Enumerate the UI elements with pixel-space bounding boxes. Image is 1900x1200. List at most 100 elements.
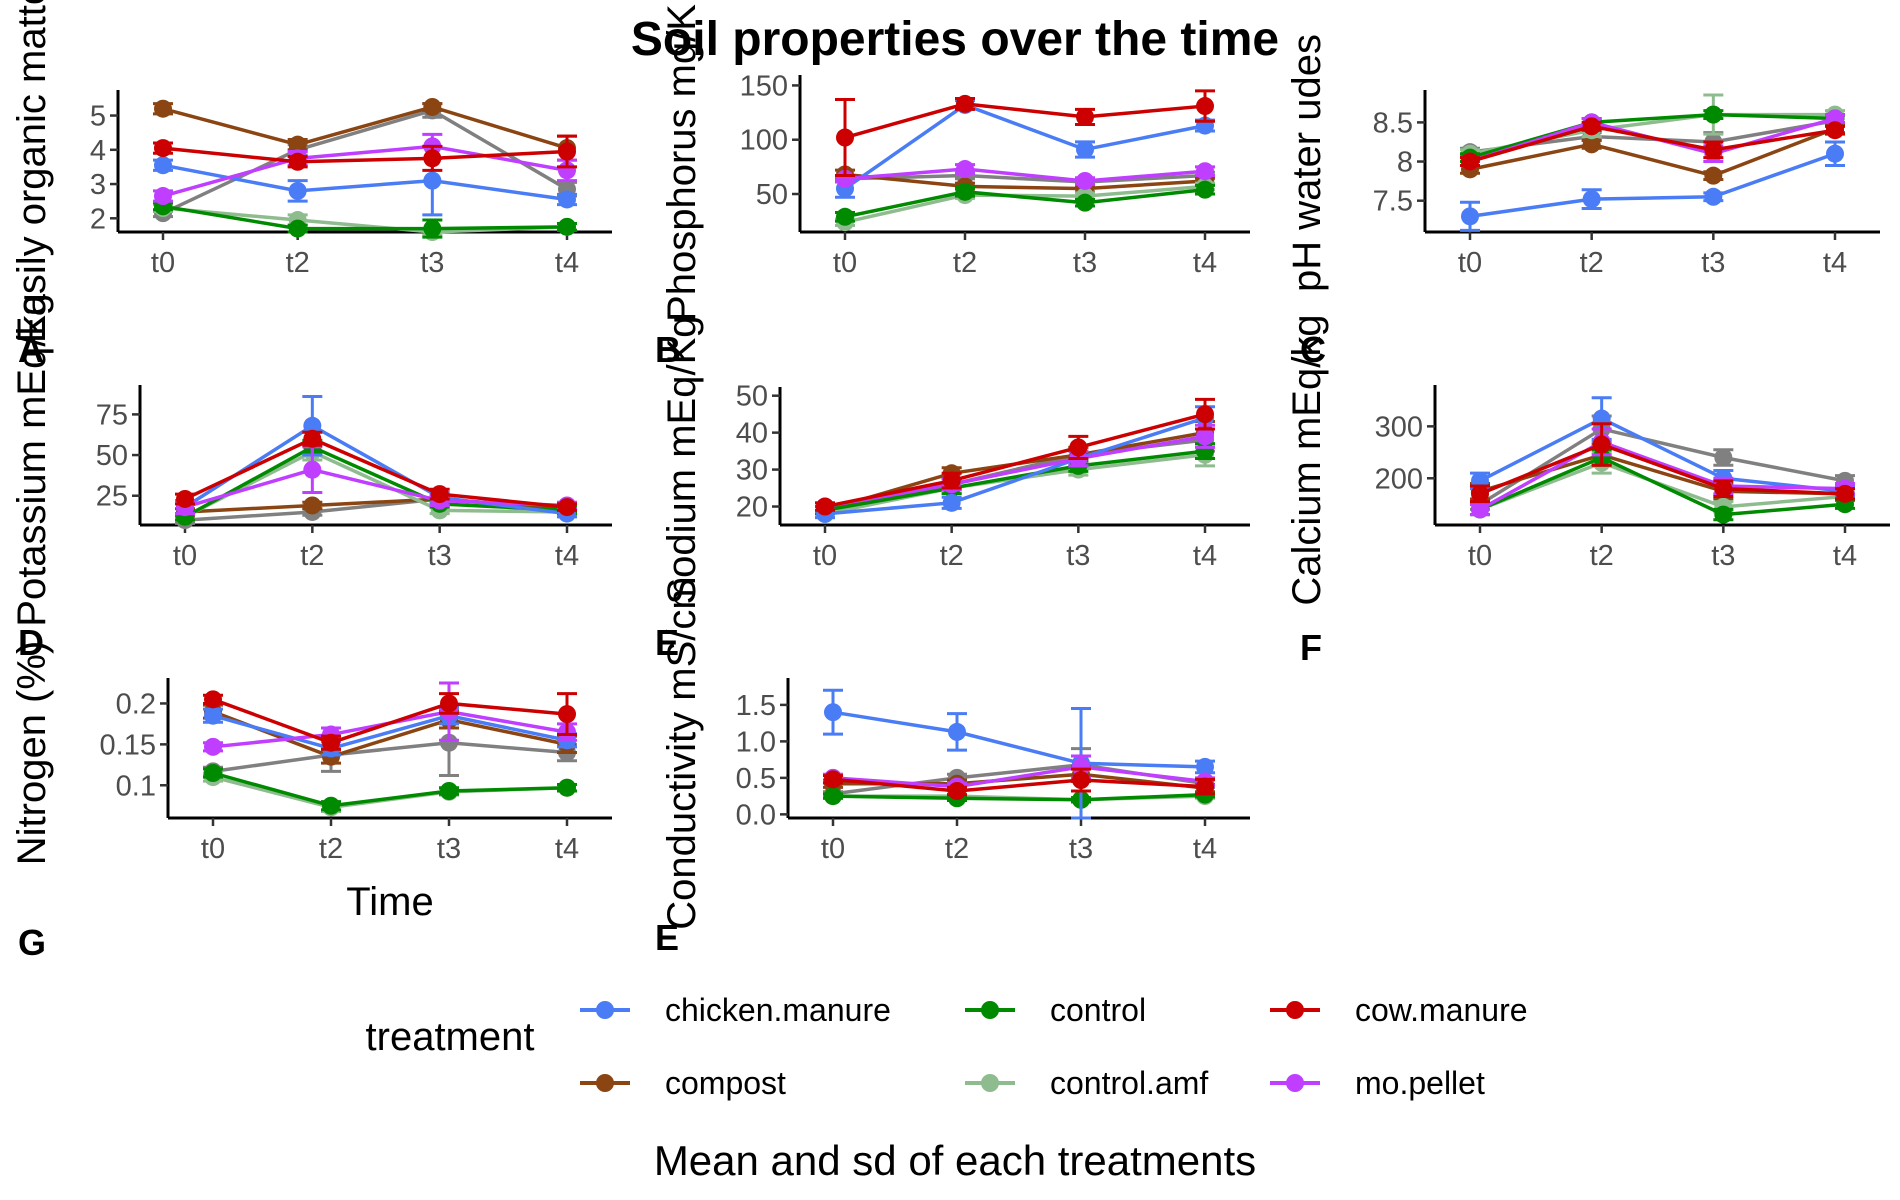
data-point (440, 733, 458, 752)
y-axis-title: Nitrogen (%) (10, 641, 54, 866)
y-tick-label: 0.0 (736, 799, 776, 831)
series-line (184, 436, 568, 509)
y-tick-label: 7.5 (1373, 186, 1413, 218)
panel-letter: D (18, 622, 44, 663)
series-control.amf (153, 199, 577, 241)
data-point (558, 142, 576, 161)
data-point (423, 149, 442, 168)
series-cow.manure (823, 767, 1215, 800)
y-tick-label: 8 (1397, 147, 1413, 179)
series-mo.pellet (823, 754, 1215, 796)
x-tick-label: t4 (1833, 540, 1857, 572)
legend-swatch-point (981, 1074, 999, 1092)
x-tick-label: t0 (201, 833, 225, 865)
series-line (1479, 442, 1846, 496)
legend-label: chicken.manure (665, 992, 891, 1028)
x-tick-label: t2 (1590, 540, 1614, 572)
series-line (162, 144, 568, 198)
data-point (836, 128, 854, 147)
series-cow.manure (175, 429, 577, 517)
data-point (956, 160, 974, 179)
y-tick-label: 50 (756, 179, 788, 211)
legend-swatch-point (1286, 1001, 1304, 1019)
x-tick-label: t4 (555, 833, 579, 865)
x-tick-label: t0 (151, 247, 175, 279)
x-tick-label: t3 (1073, 247, 1097, 279)
y-axis-title: Potassium mEq/kg (10, 293, 54, 626)
series-line (843, 103, 1206, 191)
data-point (1196, 427, 1214, 446)
y-tick-label: 0.15 (100, 729, 156, 761)
legend-label: control (1050, 992, 1146, 1028)
data-point (816, 497, 834, 516)
data-point (288, 219, 307, 238)
data-point (1076, 107, 1094, 126)
x-tick-label: t3 (1066, 540, 1090, 572)
data-point (423, 219, 442, 238)
panel-letter: A (18, 329, 44, 370)
y-tick-label: 5 (90, 101, 106, 133)
data-point (1076, 171, 1094, 190)
series-line (824, 434, 1206, 509)
series-line (844, 172, 1206, 191)
data-point (956, 94, 974, 113)
data-point (1704, 140, 1723, 159)
data-point (558, 778, 576, 797)
y-tick-label: 1.0 (736, 726, 776, 758)
data-point (1069, 438, 1088, 457)
panel-g: 0.1 0.15 0.2 t0 t2 t3 t4 Nitrogen (%) G (10, 641, 612, 963)
legend-swatch-point (596, 1074, 614, 1092)
x-tick-label: t0 (833, 247, 857, 279)
x-tick-label: t3 (428, 540, 452, 572)
series-line (844, 173, 1206, 184)
y-tick-label: 75 (96, 399, 128, 431)
data-point (1714, 505, 1733, 524)
y-axis-title: Conductivity mS/cm (660, 576, 704, 929)
x-tick-label: t2 (1580, 247, 1604, 279)
panel-letter: E (655, 917, 679, 958)
series-line (832, 710, 1206, 769)
data-point (1471, 500, 1489, 519)
legend-item-compost: compost (580, 1065, 786, 1101)
legend-swatch-point (1286, 1074, 1304, 1092)
legend-swatch-point (596, 1001, 614, 1019)
y-tick-label: 20 (736, 492, 768, 524)
data-point (303, 416, 322, 435)
series-control (203, 764, 577, 815)
y-tick-label: 200 (1375, 463, 1423, 495)
data-point (423, 171, 442, 190)
data-point (1196, 180, 1214, 199)
data-point (322, 796, 340, 815)
series-line (212, 771, 568, 808)
series-line (844, 187, 1206, 219)
legend-item-chicken-manure: chicken.manure (580, 992, 891, 1028)
series-line (1479, 440, 1846, 511)
x-tick-label: t4 (1193, 540, 1217, 572)
panel-letter: C (1300, 329, 1326, 370)
data-point (1836, 484, 1854, 503)
data-point (1826, 121, 1844, 140)
x-tick-label: t4 (555, 247, 579, 279)
series-line (824, 412, 1206, 509)
series-mo.pellet (153, 132, 577, 206)
series-compost (835, 165, 1215, 198)
data-point (154, 139, 172, 158)
data-point (942, 493, 961, 512)
data-point (1196, 405, 1214, 424)
data-point (1471, 484, 1489, 503)
x-tick-label: t0 (173, 540, 197, 572)
data-point (824, 787, 842, 806)
series-unlabeled-grey (203, 708, 577, 781)
series-line (184, 449, 568, 519)
legend-label: compost (665, 1065, 786, 1101)
panel-e: 20 30 40 50 t0 t2 t3 t4 Sodium mEq/Kg E (655, 315, 1250, 663)
data-point (1461, 152, 1479, 171)
x-tick-label: t3 (420, 247, 444, 279)
data-point (942, 471, 961, 490)
y-tick-label: 40 (736, 418, 768, 450)
data-point (558, 217, 576, 236)
data-point (1072, 771, 1090, 790)
data-point (423, 97, 442, 116)
data-point (1582, 190, 1601, 209)
